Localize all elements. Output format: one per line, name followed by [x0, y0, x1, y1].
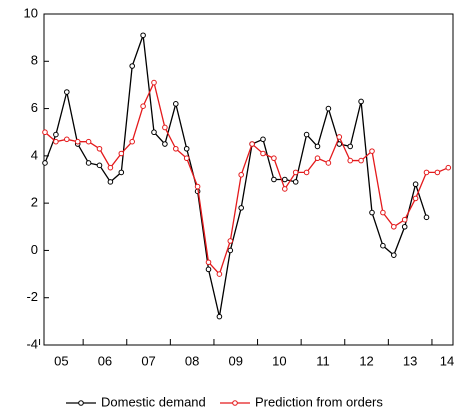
point [42, 160, 48, 166]
point [391, 223, 397, 230]
point [107, 164, 114, 171]
legend-marker [232, 400, 238, 406]
plot-frame [43, 13, 454, 346]
point [53, 138, 59, 145]
point [260, 136, 266, 143]
point [445, 164, 452, 171]
legend-marker [78, 400, 84, 406]
point [282, 186, 288, 192]
y-tick-label: 2 [31, 195, 38, 210]
point [336, 134, 343, 140]
point [162, 141, 168, 147]
point [369, 148, 375, 154]
point [401, 216, 408, 223]
point [42, 129, 48, 136]
point [347, 157, 354, 164]
point [238, 205, 244, 211]
point [107, 179, 114, 185]
point [194, 183, 201, 190]
x-tick-label: 05 [54, 353, 68, 368]
point [412, 195, 419, 202]
point [183, 145, 190, 152]
point [162, 124, 168, 131]
point [74, 138, 81, 145]
x-tick-label: 14 [440, 353, 454, 368]
y-tick-label: 10 [24, 5, 38, 20]
y-tick-label: 4 [31, 147, 38, 162]
point [423, 169, 430, 176]
point [347, 143, 354, 150]
point [118, 150, 125, 157]
point [173, 145, 179, 152]
point [205, 266, 212, 273]
y-tick-label: 0 [31, 242, 38, 257]
series-line [44, 35, 428, 317]
x-tick-label: 13 [403, 353, 417, 368]
point [434, 169, 441, 176]
point [292, 179, 299, 185]
point [358, 98, 364, 105]
y-tick-label: 6 [31, 100, 38, 115]
point [369, 209, 375, 216]
x-tick-label: 08 [185, 353, 199, 368]
point [380, 242, 386, 249]
point [118, 169, 125, 176]
point [401, 223, 408, 230]
point [216, 271, 223, 277]
point [183, 155, 190, 162]
point [303, 169, 310, 176]
point [292, 169, 299, 176]
point [64, 89, 70, 95]
x-tick-label: 11 [316, 353, 330, 368]
legend-label: Prediction from orders [255, 394, 383, 409]
point [140, 103, 146, 110]
point [129, 138, 135, 145]
point [64, 136, 70, 143]
point [412, 181, 419, 188]
point [380, 209, 386, 216]
point [96, 145, 103, 152]
point [173, 101, 179, 107]
x-tick-label: 07 [141, 353, 155, 368]
point [151, 129, 157, 136]
point [205, 259, 212, 266]
point [227, 238, 234, 244]
point [271, 176, 277, 183]
point [96, 162, 103, 169]
point [238, 171, 244, 178]
point [314, 155, 321, 162]
legend-label: Domestic demand [101, 394, 206, 409]
x-tick-label: 10 [272, 353, 286, 368]
x-tick-label: 12 [359, 353, 373, 368]
series-line [44, 80, 449, 276]
point [314, 143, 321, 150]
point [85, 138, 92, 145]
y-tick-label: -2 [26, 289, 38, 304]
y-tick-label: -4 [26, 336, 38, 351]
point [325, 105, 332, 112]
point [282, 176, 288, 183]
point [151, 79, 157, 86]
point [249, 141, 255, 147]
point [140, 32, 146, 39]
point [303, 131, 310, 138]
point [85, 160, 92, 166]
point [260, 150, 266, 157]
point [53, 131, 59, 138]
point [129, 63, 135, 69]
x-tick-label: 06 [98, 353, 112, 368]
point [391, 252, 397, 258]
point [358, 157, 364, 164]
point [423, 214, 430, 221]
y-tick-label: 8 [31, 53, 38, 68]
point [227, 247, 234, 254]
point [216, 313, 223, 320]
point [271, 155, 277, 162]
point [325, 160, 332, 166]
x-tick-label: 09 [229, 353, 243, 368]
